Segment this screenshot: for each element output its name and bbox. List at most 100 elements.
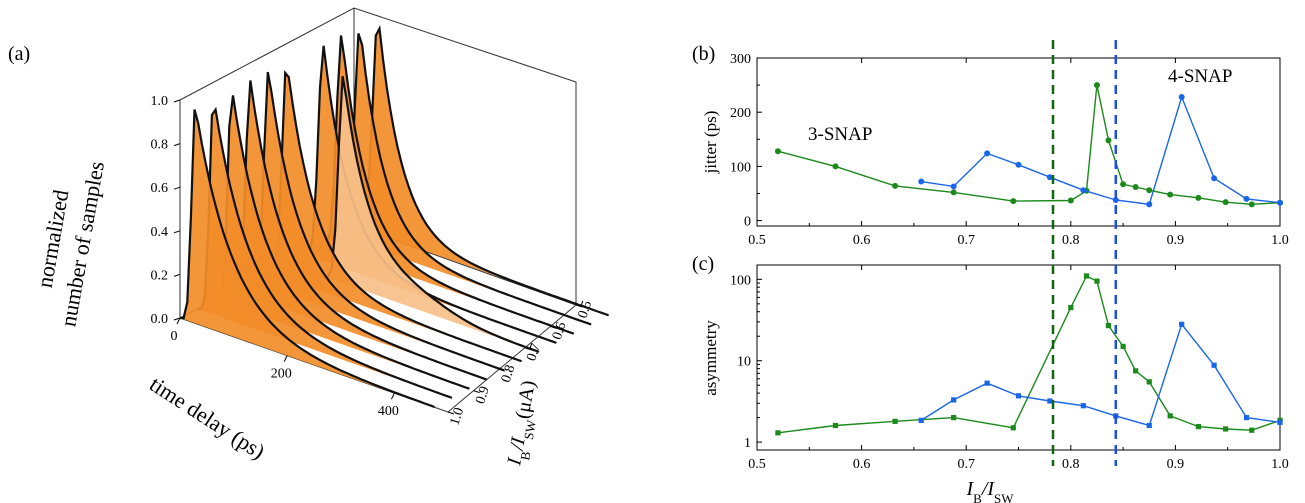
data-point (1211, 362, 1217, 368)
waterfall-x-ticks: 0 200 400 (171, 317, 399, 419)
y-tick-label: 1.0 (151, 94, 169, 109)
data-point (1015, 393, 1022, 399)
data-point (950, 183, 957, 190)
waterfall-trace (214, 95, 470, 390)
plot-c-y-label: asymmetry (701, 320, 720, 396)
z-tick-mark (499, 368, 506, 372)
waterfall-x-label: time delay (ps) (145, 371, 269, 464)
z-tick-mark (473, 390, 480, 394)
panel-b-jitter: (b) 0.5 0.6 0.7 0.8 0.9 1.0 0 100 200 300 jitter … (692, 43, 1289, 248)
series-line-4-snap (920, 322, 1281, 427)
z-tick-label: 1.0 (448, 406, 468, 427)
x-tick-label: 1.0 (1271, 457, 1289, 472)
z-tick-mark (575, 304, 583, 308)
x-tick-label: 0.6 (853, 233, 871, 248)
data-point (1195, 424, 1202, 430)
waterfall-trace (231, 80, 488, 381)
waterfall-y-label: normalized number of samples (32, 159, 109, 328)
data-point (1083, 273, 1090, 279)
data-point (1243, 415, 1250, 421)
z-tick-mark (447, 411, 455, 415)
data-point (1046, 174, 1053, 181)
data-point (1179, 321, 1185, 327)
data-point (1067, 197, 1074, 204)
x-tick-label: 0.6 (853, 457, 871, 472)
y-tick-label: 300 (730, 52, 751, 67)
data-point (1068, 304, 1074, 311)
y-tick-label: 0.8 (151, 138, 169, 153)
panel-b-label: (b) (692, 43, 715, 65)
data-point (892, 418, 898, 424)
data-point (1094, 278, 1100, 284)
x-tick-label: 400 (378, 404, 399, 419)
data-point (1015, 161, 1022, 168)
waterfall-traces (179, 24, 609, 409)
y-tick-label: 200 (730, 106, 751, 121)
data-point (951, 397, 957, 403)
y-tick-label: 0.6 (151, 181, 169, 196)
z-tick-label: 0.6 (550, 320, 570, 341)
y-tick-mark (173, 230, 181, 234)
label-4snap: 4-SNAP (1168, 66, 1232, 87)
data-point (950, 189, 957, 196)
x-tick-mark (176, 317, 181, 325)
data-point (1010, 198, 1017, 205)
data-point (984, 380, 990, 386)
waterfall-z-label: IB/ISW(μA) (503, 379, 545, 469)
data-point (1243, 195, 1250, 202)
data-point (1211, 175, 1218, 182)
waterfall-trace (249, 71, 505, 372)
data-point (774, 148, 781, 155)
y-tick-label: 0 (744, 215, 751, 230)
x-tick-mark (283, 355, 288, 362)
z-tick-mark (524, 347, 531, 351)
data-point (984, 150, 991, 157)
y-tick-label: 100 (730, 160, 751, 175)
data-point (1146, 187, 1153, 194)
x-tick-label: 0 (171, 329, 178, 344)
y-tick-mark (173, 317, 181, 321)
data-point (1222, 199, 1229, 206)
panel-c-asymmetry: (c) 0.5 0.6 0.7 0.8 0.9 1.0 1 10 100 asymmetry I… (692, 253, 1289, 503)
data-point (1080, 403, 1086, 409)
data-point (1105, 137, 1112, 144)
label-3snap: 3-SNAP (808, 124, 872, 145)
plot-b-series (774, 82, 1283, 208)
x-tick-label: 0.7 (957, 457, 975, 472)
data-point (1146, 422, 1152, 429)
data-point (1105, 323, 1112, 329)
plot-c-frame (756, 264, 1281, 451)
data-point (1132, 183, 1139, 190)
y-tick-label: 100 (730, 273, 751, 288)
x-tick-label: 0.8 (1062, 457, 1080, 472)
y-tick-mark (173, 143, 181, 147)
y-tick-label: 1 (744, 436, 751, 451)
plot-c-ticks: 0.5 0.6 0.7 0.8 0.9 1.0 1 10 100 (730, 265, 1289, 472)
data-point (1277, 199, 1283, 206)
plot-c-x-label: IB/ISW (965, 478, 1014, 503)
panel-a-label: (a) (8, 43, 30, 65)
data-point (1223, 426, 1229, 432)
dashed-guides (1051, 40, 1118, 466)
data-point (892, 182, 899, 189)
x-tick-label: 200 (271, 367, 292, 382)
waterfall-trace (336, 33, 592, 326)
waterfall-trace (197, 106, 453, 399)
waterfall-trace (266, 70, 522, 363)
x-tick-label: 0.5 (748, 457, 766, 472)
data-point (1146, 201, 1153, 208)
x-tick-label: 0.9 (1167, 457, 1185, 472)
waterfall-trace (318, 35, 575, 335)
plot-b-y-label: jitter (ps) (701, 111, 720, 175)
y-tick-mark (173, 273, 181, 277)
waterfall-trace (353, 24, 609, 317)
x-tick-label: 1.0 (1271, 233, 1289, 248)
waterfall-fill (180, 109, 435, 408)
data-point (1249, 427, 1255, 433)
data-point (1248, 201, 1255, 208)
data-point (832, 163, 839, 170)
x-tick-label: 0.9 (1167, 233, 1185, 248)
data-point (1112, 196, 1119, 203)
x-tick-label: 0.7 (957, 233, 975, 248)
